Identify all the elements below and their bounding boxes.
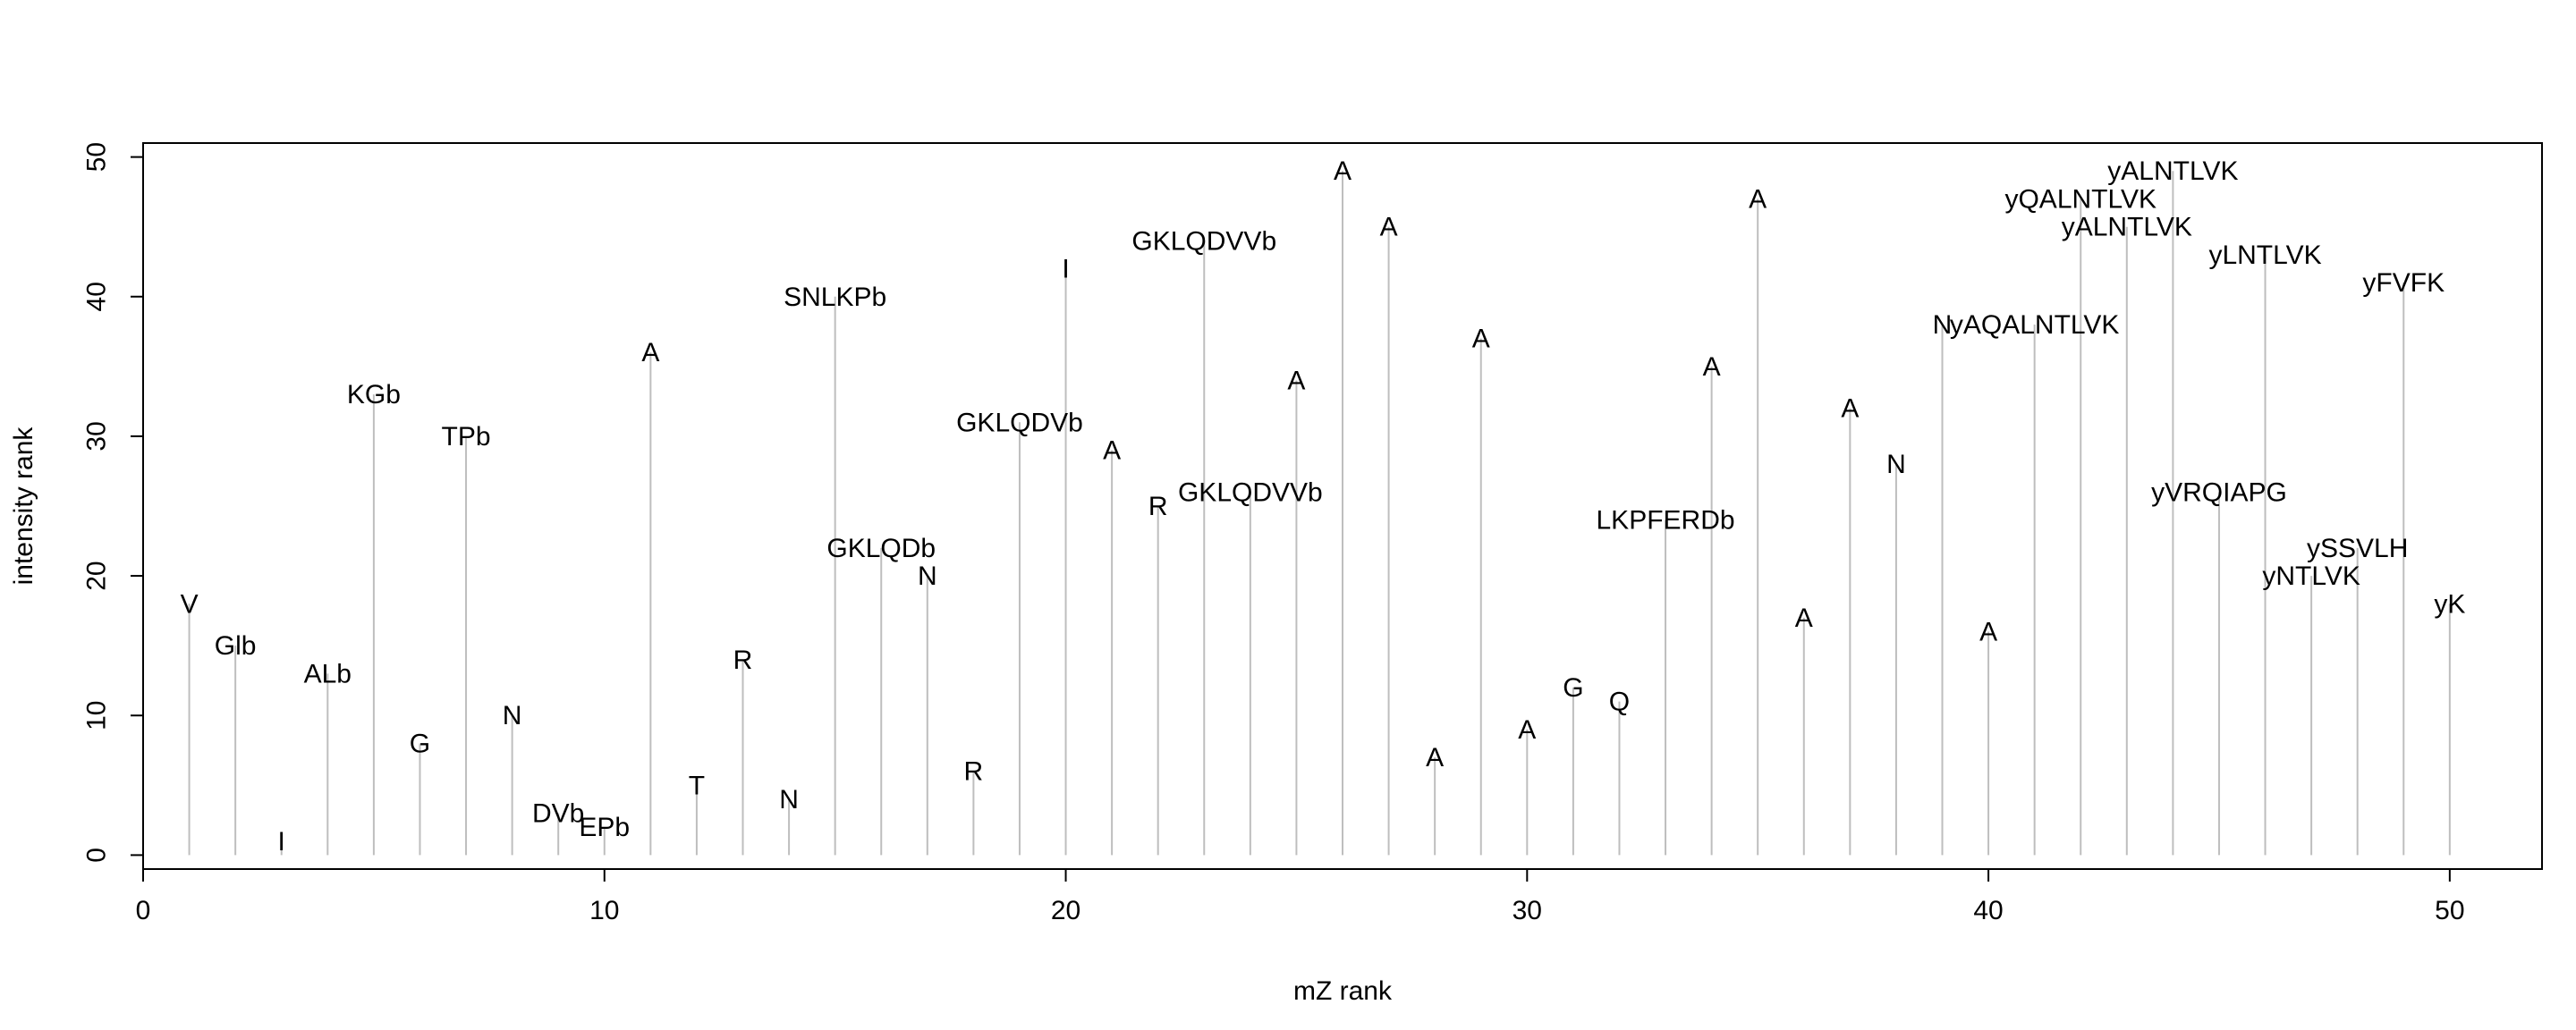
peak-label: yFVFK bbox=[2362, 268, 2445, 298]
peak-label: DVb bbox=[532, 799, 584, 829]
peak-label: N bbox=[1886, 450, 1906, 479]
peak-label: I bbox=[278, 827, 285, 857]
peak-label: LKPFERDb bbox=[1597, 506, 1735, 536]
peak-label: yALNTLVK bbox=[2062, 213, 2192, 242]
y-tick-label: 50 bbox=[82, 142, 112, 172]
peak-label: ySSVLH bbox=[2307, 534, 2408, 563]
peak-label: A bbox=[1472, 325, 1490, 354]
peak-label: T bbox=[689, 771, 705, 800]
peak-label: A bbox=[1703, 352, 1721, 382]
x-tick-label: 40 bbox=[1973, 896, 2003, 925]
x-tick-label: 50 bbox=[2435, 896, 2464, 925]
peak-label: yALNTLVK bbox=[2107, 156, 2238, 186]
y-tick-label: 40 bbox=[82, 282, 112, 311]
peak-label: Glb bbox=[215, 631, 257, 661]
peak-label: GKLQDVb bbox=[956, 408, 1083, 437]
x-tick-label: 0 bbox=[136, 896, 151, 925]
peak-label: R bbox=[733, 646, 753, 675]
peak-label: EPb bbox=[579, 813, 630, 842]
peak-label: I bbox=[1062, 255, 1069, 284]
peak-label: R bbox=[964, 757, 984, 787]
peak-label: yK bbox=[2434, 589, 2465, 619]
peak-label: GKLQDb bbox=[826, 534, 936, 563]
peak-label: R bbox=[1148, 492, 1168, 521]
peak-label: GKLQDVVb bbox=[1131, 226, 1276, 256]
peak-label: A bbox=[1426, 743, 1444, 772]
peak-label: A bbox=[1287, 366, 1305, 395]
y-axis-title: intensity rank bbox=[9, 426, 38, 586]
peak-label: N bbox=[918, 561, 937, 591]
peak-label: ALb bbox=[304, 659, 352, 688]
peak-label: A bbox=[1103, 436, 1121, 466]
x-tick-label: 20 bbox=[1051, 896, 1080, 925]
peak-label: yVRQIAPG bbox=[2151, 477, 2287, 507]
peak-label: A bbox=[1334, 156, 1352, 186]
x-tick-label: 10 bbox=[589, 896, 619, 925]
y-axis: 0 10 20 30 40 50 bbox=[82, 142, 144, 863]
peak-label: yLNTLVK bbox=[2208, 241, 2321, 270]
peak-label: A bbox=[1841, 394, 1859, 424]
peak-label: A bbox=[1795, 604, 1813, 633]
peak-label: A bbox=[1979, 618, 1997, 647]
peak-label: yQALNTLVK bbox=[2004, 184, 2157, 214]
peak-label: KGb bbox=[347, 380, 401, 409]
peak-label: A bbox=[1749, 184, 1767, 214]
peak-label: Q bbox=[1609, 688, 1630, 717]
x-tick-label: 30 bbox=[1513, 896, 1542, 925]
peak-label: A bbox=[641, 338, 659, 367]
peak-label: N bbox=[503, 701, 522, 730]
x-axis-title: mZ rank bbox=[1293, 976, 1393, 1006]
y-tick-label: 0 bbox=[82, 848, 112, 863]
peak-label: GKLQDVVb bbox=[1178, 477, 1323, 507]
peak-label: G bbox=[1563, 673, 1583, 703]
peak-label: SNLKPb bbox=[784, 283, 886, 312]
peak-label: A bbox=[1518, 715, 1536, 745]
peak-label: A bbox=[1380, 213, 1398, 242]
peak-label: G bbox=[410, 729, 430, 758]
peak-label: TPb bbox=[442, 422, 491, 452]
y-tick-label: 20 bbox=[82, 561, 112, 590]
peak-label: yAQALNTLVK bbox=[1950, 310, 2120, 340]
spike-lines bbox=[188, 171, 2451, 856]
peak-label: N bbox=[779, 785, 799, 815]
peak-label: V bbox=[181, 589, 199, 619]
y-tick-label: 10 bbox=[82, 701, 112, 730]
peak-label: N bbox=[1933, 310, 1953, 340]
y-tick-label: 30 bbox=[82, 421, 112, 451]
x-axis: 0 10 20 30 40 50 bbox=[136, 868, 2465, 925]
peak-labels: VGlbIALbKGbGTPbNDVbEPbATRNSNLKPbGKLQDbNR… bbox=[181, 156, 2466, 857]
peak-label: yNTLVK bbox=[2262, 561, 2360, 591]
